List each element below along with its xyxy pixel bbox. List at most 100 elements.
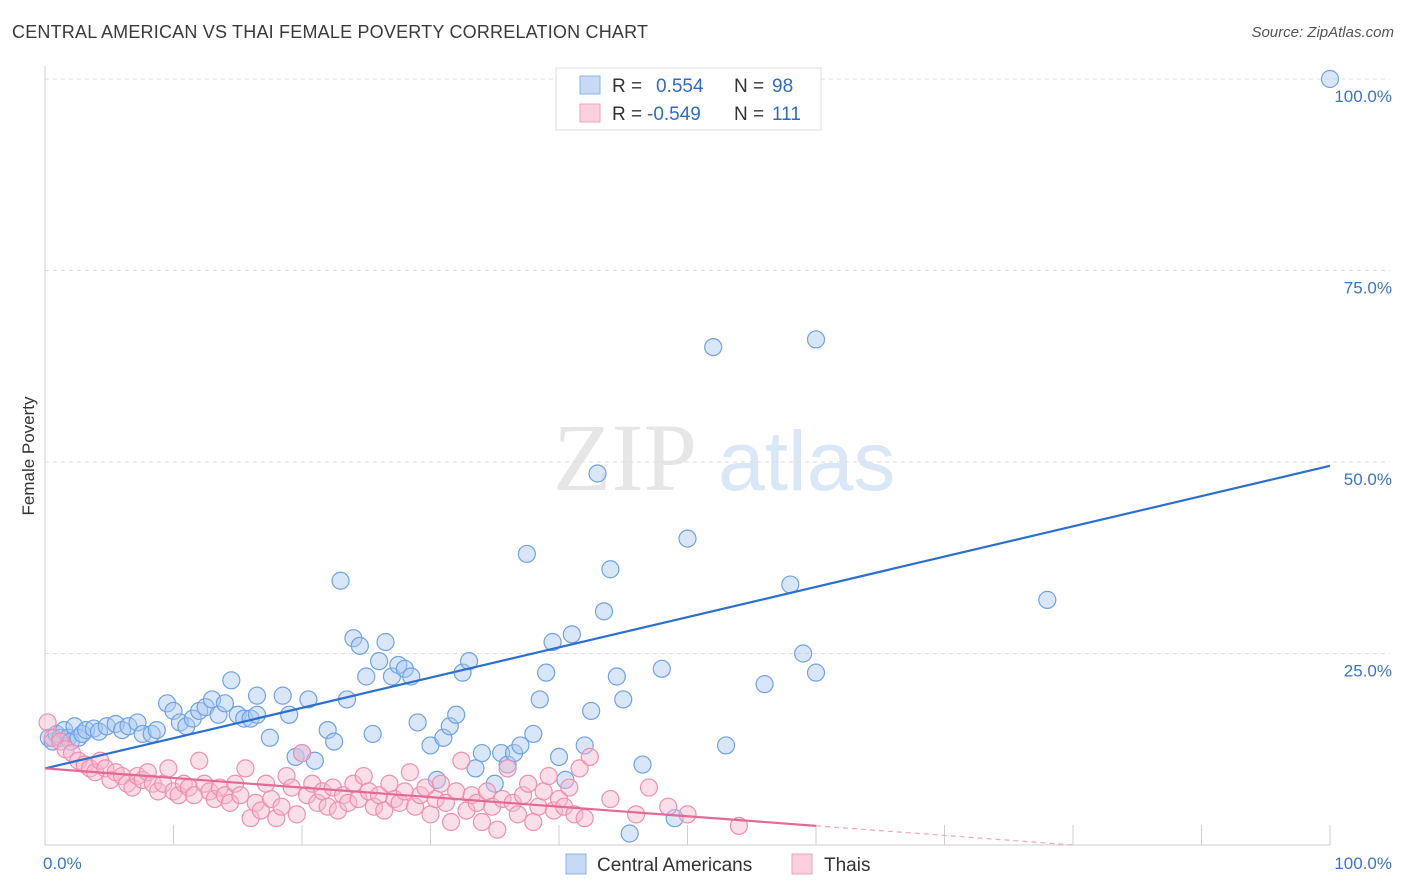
thais-point-92 (519, 774, 538, 793)
central-americans-point-101 (1320, 69, 1340, 89)
central-americans-point-63 (447, 705, 466, 724)
thais-point-62 (364, 797, 384, 816)
thais-point-53 (318, 797, 337, 816)
central-americans-point-74 (524, 724, 543, 744)
tick-labels: 0.0% 100.0% 25.0% 50.0% 75.0% 100.0% (43, 87, 1392, 873)
thais-point-57 (339, 793, 358, 812)
central-americans-point-97 (794, 644, 813, 663)
thais-point-70 (405, 797, 425, 816)
thais-point-0 (38, 713, 57, 732)
y-tick-label-0: 25.0% (1344, 662, 1392, 681)
central-americans-point-94 (716, 736, 736, 755)
thais-point-36 (231, 786, 250, 805)
thais-point-59 (349, 789, 368, 809)
central-americans-point-95 (755, 675, 774, 694)
central-americans-point-50 (357, 667, 376, 686)
central-americans-point-72 (511, 736, 530, 755)
central-americans-point-78 (549, 747, 569, 767)
thais-point-45 (277, 766, 296, 786)
thais-point-65 (380, 774, 399, 793)
central-americans-point-17 (128, 713, 147, 732)
thais-point-82 (467, 793, 486, 812)
central-americans-point-88 (620, 824, 639, 843)
thais-point-40 (251, 801, 270, 820)
thais-point-107 (639, 778, 659, 797)
trend-line-central-americans (44, 464, 1331, 770)
legend-r-value-2: -0.549 (647, 104, 701, 125)
thais-point-83 (472, 812, 491, 832)
x-tick-label-1: 100.0% (1334, 854, 1392, 873)
watermark-atlas: atlas (718, 414, 895, 508)
thais-point-96 (539, 766, 558, 786)
thais-point-34 (220, 793, 240, 812)
central-americans-point-69 (492, 743, 511, 763)
thais-point-84 (477, 782, 497, 801)
bottom-legend-swatch-thais (791, 853, 813, 875)
central-americans-point-31 (222, 671, 241, 690)
thais-point-77 (441, 812, 461, 832)
central-americans-point-66 (466, 759, 485, 778)
thais-point-24 (169, 786, 188, 805)
central-americans-point-68 (485, 774, 504, 793)
y-tick-label-1: 50.0% (1344, 470, 1392, 489)
legend: R = 0.554 N = 98 R = -0.549 N = 111 (555, 67, 822, 131)
thais-point-37 (236, 759, 255, 778)
central-americans-points (39, 69, 1340, 843)
central-americans-point-100 (1038, 590, 1057, 609)
thais-point-78 (447, 782, 466, 801)
bottom-legend-swatch-central-americans (565, 853, 587, 875)
central-americans-point-92 (678, 529, 697, 548)
central-americans-point-90 (652, 659, 671, 678)
thais-point-106 (626, 805, 646, 824)
central-americans-point-38 (273, 686, 292, 705)
central-americans-point-22 (164, 701, 183, 721)
bottom-legend: Central Americans Thais (565, 853, 870, 876)
thais-point-64 (375, 801, 394, 820)
legend-r-value-1: 0.554 (656, 76, 704, 97)
thais-point-43 (267, 809, 286, 828)
central-americans-point-84 (594, 602, 614, 621)
thais-point-54 (323, 778, 342, 797)
thais-point-110 (729, 816, 749, 835)
chart-source: Source: ZipAtlas.com (1251, 24, 1394, 41)
watermark: ZIP atlas (553, 404, 895, 511)
thais-point-15 (123, 778, 142, 797)
central-americans-point-99 (806, 330, 826, 349)
thais-point-104 (580, 747, 599, 767)
central-americans-point-86 (607, 667, 626, 686)
axes (44, 66, 1331, 846)
y-tick-label-2: 75.0% (1344, 279, 1392, 298)
thais-point-95 (534, 782, 553, 801)
thais-point-47 (287, 805, 306, 824)
central-americans-point-51 (363, 724, 382, 744)
central-americans-point-61 (434, 728, 453, 747)
thais-point-100 (560, 778, 579, 797)
thais-point-49 (298, 786, 317, 805)
thais-point-42 (262, 789, 281, 809)
thais-point-28 (190, 751, 209, 770)
thais-point-44 (272, 797, 291, 816)
thais-point-75 (431, 774, 450, 793)
legend-n-label-1: N = (734, 76, 764, 97)
central-americans-point-93 (704, 338, 723, 357)
central-americans-point-85 (601, 560, 620, 579)
thais-point-69 (400, 763, 420, 782)
central-americans-point-67 (472, 743, 491, 763)
central-americans-point-29 (209, 705, 228, 724)
central-americans-point-73 (517, 544, 536, 564)
central-americans-point-16 (119, 717, 138, 736)
thais-point-68 (395, 782, 414, 801)
legend-n-label-2: N = (734, 104, 764, 125)
thais-point-73 (421, 805, 440, 824)
bottom-legend-label-thais: Thais (824, 855, 870, 876)
legend-swatch-thais (579, 103, 601, 123)
trend-lines (44, 464, 1331, 846)
legend-swatch-central-americans (579, 75, 601, 95)
central-americans-point-49 (350, 636, 369, 655)
central-americans-point-52 (370, 652, 389, 671)
thais-point-105 (601, 789, 620, 809)
central-americans-point-42 (299, 690, 318, 709)
central-americans-point-76 (537, 663, 556, 682)
central-americans-point-36 (247, 686, 267, 705)
